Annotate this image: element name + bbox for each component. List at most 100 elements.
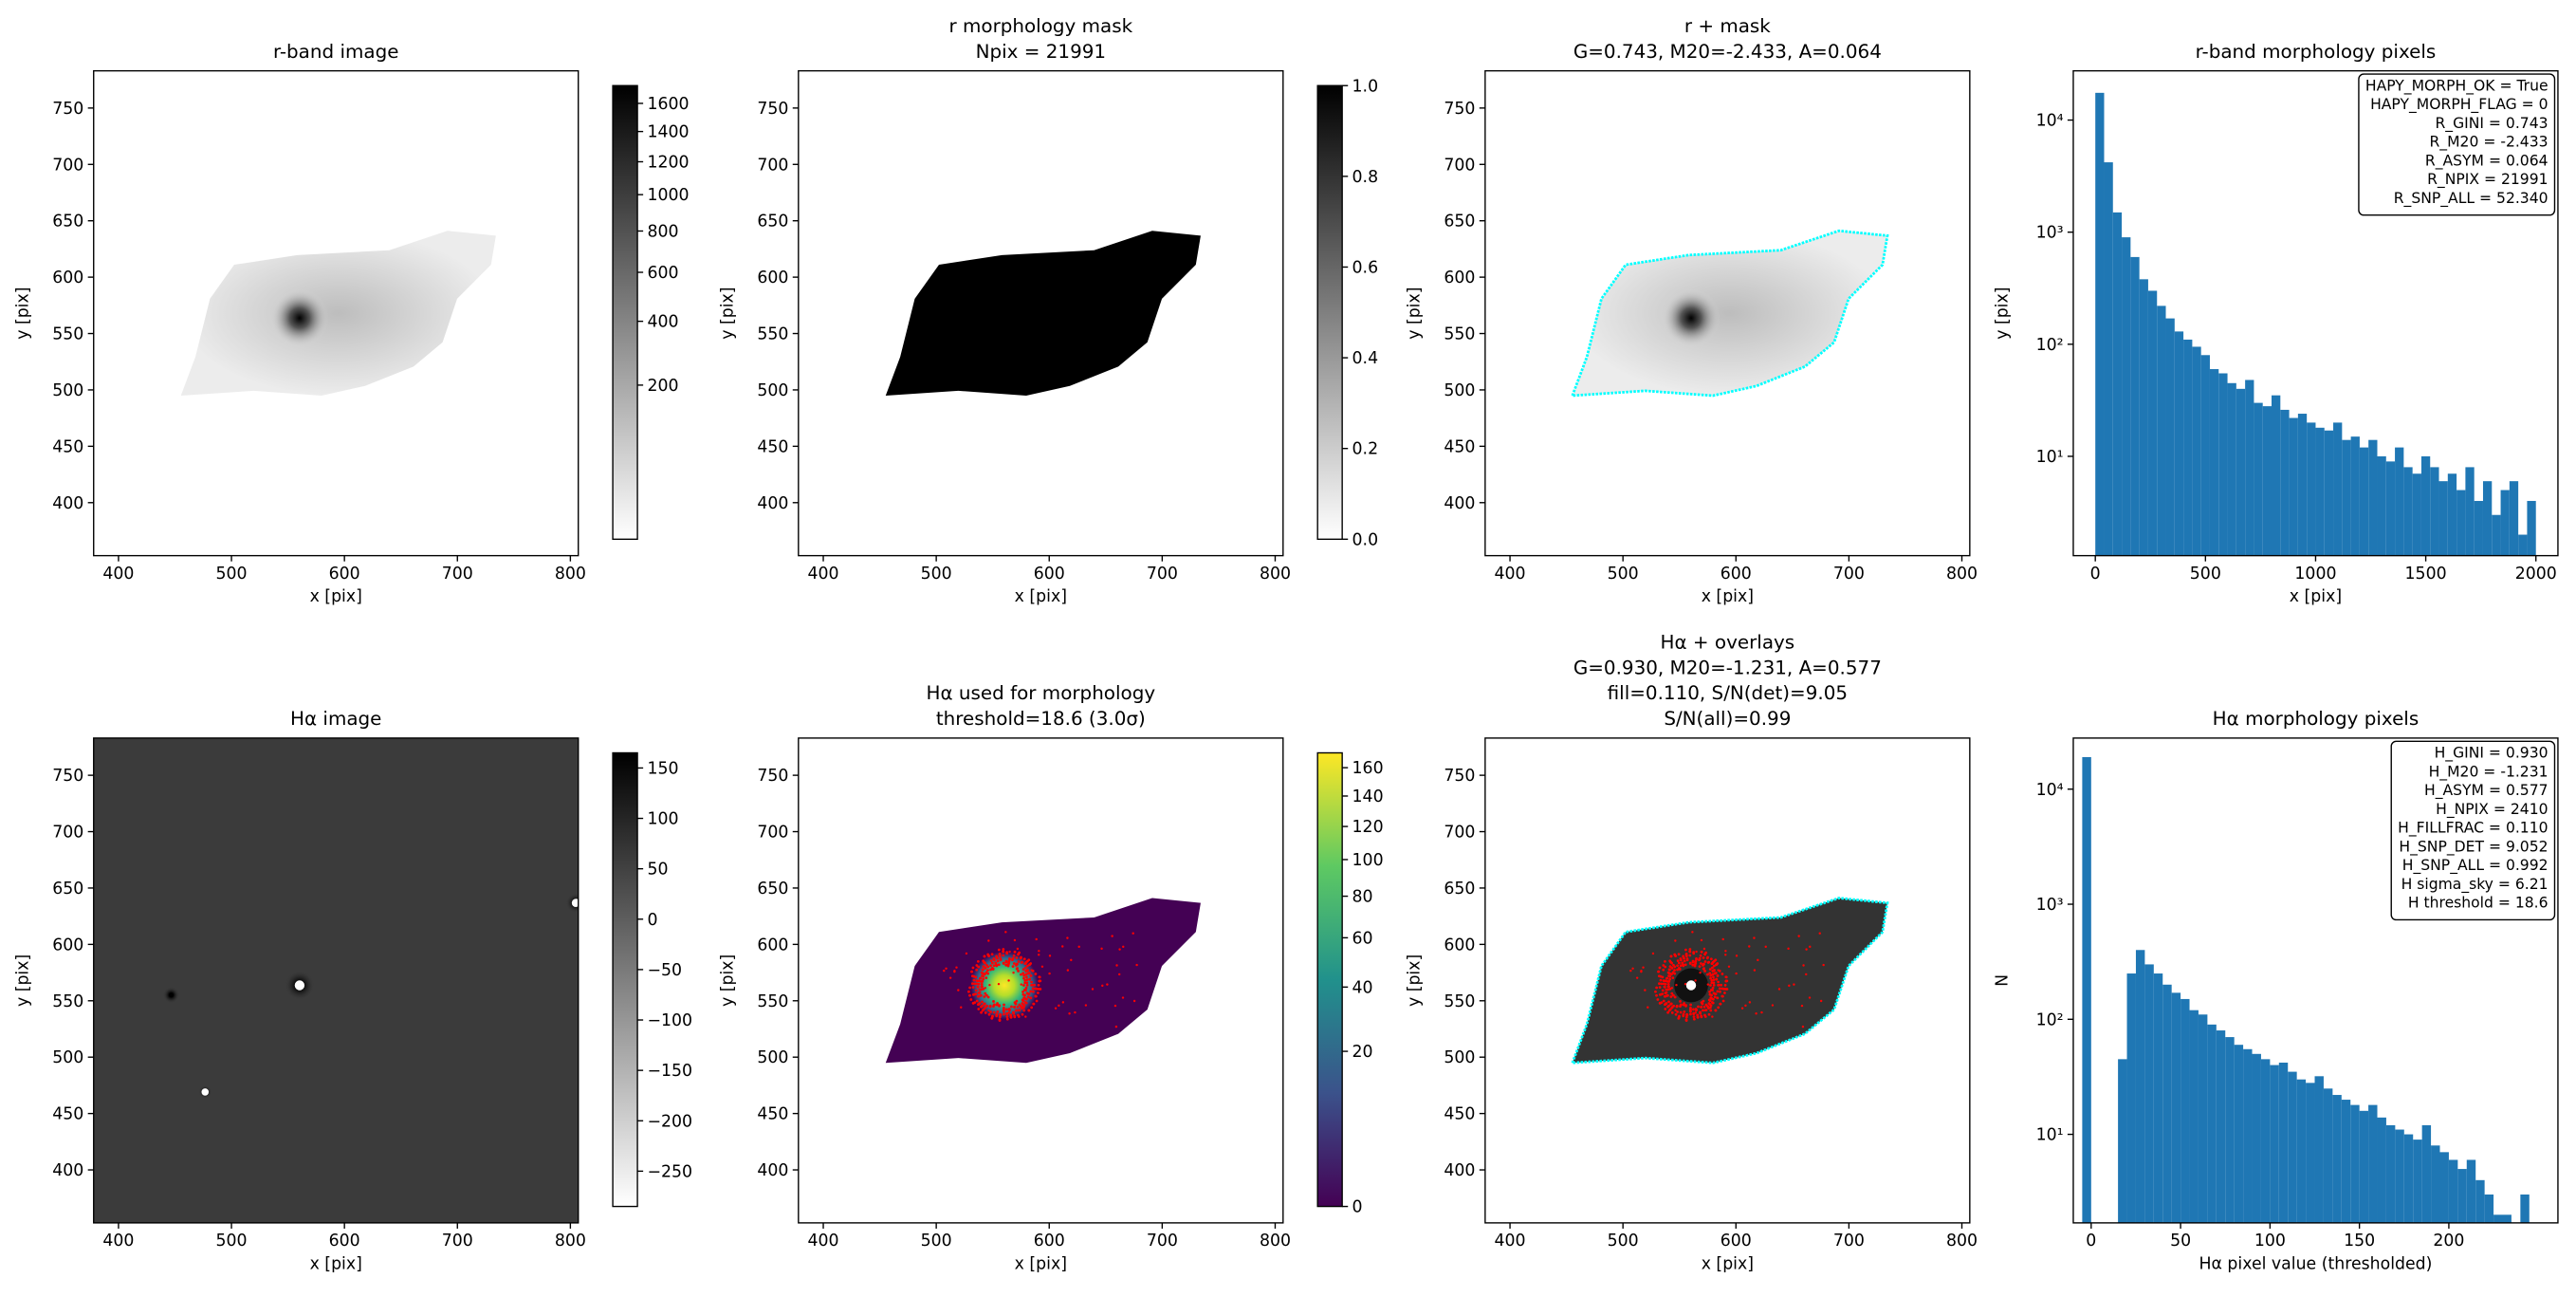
- detection-pixel: [1661, 975, 1665, 979]
- hist-bar: [2342, 439, 2351, 556]
- hist-bar: [2122, 237, 2131, 556]
- annotation-line: R_M20 = -2.433: [2429, 134, 2548, 152]
- hist-bar: [2332, 1095, 2342, 1223]
- hist-bar: [2438, 481, 2448, 556]
- detection-pixel: [1703, 1015, 1707, 1018]
- detection-pixel: [1715, 977, 1719, 981]
- detection-pixel: [1022, 1009, 1026, 1012]
- hist-bar: [2157, 306, 2166, 556]
- plot-area: [93, 737, 579, 1223]
- hist-bar: [2502, 1214, 2512, 1223]
- colorbar-tick-label: 80: [1352, 888, 1373, 907]
- annotation-line: H_GINI = 0.930: [2435, 745, 2548, 763]
- x-tick-label: 400: [1495, 565, 1526, 584]
- detection-pixel: [1710, 993, 1713, 997]
- panel-title: Hα used for morphology: [926, 682, 1155, 704]
- hist-bar: [2135, 950, 2145, 1223]
- colorbar-tick-label: 0.6: [1352, 259, 1379, 278]
- detection-pixel: [968, 986, 971, 990]
- detection-pixel: [1017, 953, 1021, 955]
- detection-pixel: [1666, 988, 1669, 991]
- y-tick-label: 10²: [2036, 1010, 2064, 1029]
- detection-pixel: [1020, 973, 1022, 976]
- detection-pixel: [1668, 974, 1672, 978]
- detection-pixel: [1699, 954, 1702, 957]
- detection-pixel: [1708, 1002, 1712, 1006]
- detection-pixel: [1744, 1004, 1747, 1008]
- detection-pixel: [1709, 976, 1712, 980]
- plot-area: [1570, 897, 1889, 1065]
- detection-pixel: [1709, 996, 1713, 999]
- galaxy: [1572, 231, 1887, 397]
- hist-bar: [2118, 1059, 2127, 1223]
- detection-pixel: [1712, 991, 1716, 995]
- detection-pixel: [981, 1000, 984, 1004]
- y-tick-label: 500: [52, 1048, 83, 1067]
- axes-frame: [1484, 737, 1971, 1224]
- hist-bar: [2245, 380, 2254, 556]
- detection-pixel: [1685, 1013, 1689, 1017]
- source: [201, 1088, 210, 1096]
- detection-pixel: [943, 969, 946, 973]
- detection-pixel: [1022, 976, 1025, 980]
- detection-pixel: [1023, 993, 1026, 997]
- detection-pixel: [984, 1006, 987, 1010]
- detection-pixel: [1017, 1015, 1021, 1018]
- y-tick-label: 400: [52, 1161, 83, 1180]
- colorbar-tick-label: 100: [647, 810, 678, 829]
- detection-pixel: [1048, 972, 1051, 975]
- detection-pixel: [1672, 993, 1675, 997]
- detection-pixel: [1682, 954, 1685, 958]
- annotation-line: H_ASYM = 0.577: [2424, 782, 2548, 800]
- detection-pixel: [994, 961, 998, 965]
- detection-pixel: [1030, 1006, 1034, 1010]
- detection-pixel: [1026, 995, 1030, 999]
- y-tick-label: 700: [757, 824, 788, 843]
- y-axis-label: y [pix]: [719, 287, 738, 339]
- detection-pixel: [1709, 984, 1712, 987]
- detection-pixel: [1021, 998, 1024, 1002]
- y-tick-label: 500: [757, 1048, 788, 1067]
- hist-bar: [2112, 212, 2123, 556]
- x-tick-label: 600: [1720, 1232, 1752, 1251]
- detection-pixel: [1676, 1010, 1679, 1013]
- detection-pixel: [1712, 964, 1716, 968]
- hist-bar: [2216, 1030, 2226, 1223]
- detection-pixel: [1020, 983, 1022, 986]
- colorbar-tick-label: 1600: [647, 95, 689, 114]
- detection-pixel: [1666, 982, 1670, 986]
- y-tick-label: 10³: [2036, 224, 2064, 243]
- detection-pixel: [992, 1005, 995, 1009]
- detection-pixel: [1029, 962, 1033, 965]
- detection-pixel: [1710, 989, 1714, 991]
- detection-pixel: [1716, 962, 1720, 965]
- panel-title: Hα image: [290, 708, 381, 730]
- colorbar-tick-label: 60: [1352, 929, 1373, 948]
- detection-pixel: [1663, 979, 1665, 983]
- y-axis-label: y [pix]: [719, 954, 738, 1007]
- detection-pixel: [1034, 973, 1038, 975]
- detection-pixel: [992, 958, 996, 962]
- x-tick-label: 800: [1946, 565, 1978, 584]
- detection-pixel: [1027, 992, 1031, 996]
- detection-pixel: [1684, 948, 1687, 952]
- detection-pixel: [983, 960, 985, 964]
- detection-pixel: [997, 948, 1001, 952]
- detection-pixel: [1631, 967, 1634, 971]
- detection-pixel: [1657, 970, 1660, 973]
- x-tick-label: 500: [921, 1232, 952, 1251]
- y-tick-label: 650: [1444, 213, 1475, 232]
- detection-pixel: [1024, 1015, 1027, 1018]
- detection-pixel: [1113, 1004, 1117, 1008]
- detection-pixel: [1808, 996, 1812, 999]
- x-tick-label: 500: [216, 1232, 248, 1251]
- x-tick-label: 400: [102, 565, 134, 584]
- hist-bar: [2520, 1194, 2530, 1223]
- x-axis-label: x [pix]: [2290, 587, 2342, 606]
- detection-pixel: [1709, 1009, 1713, 1012]
- detection-pixel: [1647, 1006, 1649, 1009]
- detection-pixel: [1755, 1012, 1757, 1015]
- hist-bar: [2278, 1062, 2289, 1223]
- detection-pixel: [1002, 954, 1005, 957]
